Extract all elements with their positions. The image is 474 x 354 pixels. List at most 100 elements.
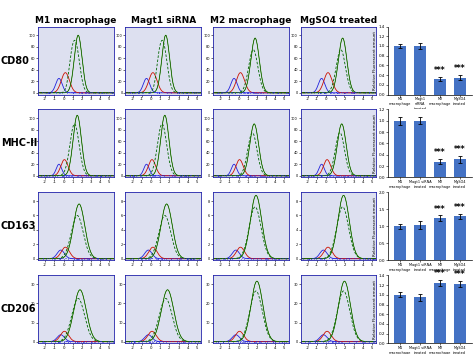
Point [219,339,227,344]
Point [278,339,286,345]
Point [154,90,161,95]
Point [132,89,139,95]
Point [95,90,102,96]
Point [129,338,137,344]
Point [252,338,260,344]
Point [43,173,50,179]
Point [172,173,180,178]
Bar [414,121,426,177]
Point [137,172,145,178]
Point [237,256,245,262]
Point [311,339,319,344]
Point [194,89,202,95]
Point [230,255,237,261]
Point [180,255,188,261]
Point [47,339,55,344]
Point [42,90,50,96]
Point [152,256,160,261]
Point [356,338,364,344]
Point [356,256,364,261]
Point [146,339,154,345]
Point [248,90,255,95]
Point [283,90,290,95]
Point [187,172,194,178]
Point [266,255,274,261]
Point [81,172,89,178]
Point [246,173,254,179]
Point [180,339,188,344]
Point [248,89,256,95]
Point [313,339,320,344]
Point [316,90,324,96]
Point [356,90,364,95]
Point [268,89,275,95]
Point [145,339,153,344]
Point [300,172,308,178]
Point [367,256,374,262]
Point [317,256,324,261]
Point [332,89,339,95]
Point [305,338,313,343]
Point [107,338,115,343]
Point [361,339,369,345]
Point [255,172,263,177]
Point [84,256,92,262]
Point [139,256,146,262]
Point [137,255,144,261]
Point [238,89,246,95]
Point [249,256,257,262]
Point [146,172,153,178]
Point [217,90,224,96]
Point [90,255,97,261]
Point [330,256,338,261]
Point [231,90,239,96]
Point [146,256,153,262]
Point [136,172,144,178]
Point [179,91,187,96]
Point [109,90,116,96]
Point [221,89,229,95]
Point [222,89,229,95]
Point [235,256,242,261]
Point [174,89,182,95]
Point [63,338,71,344]
Point [234,339,241,345]
Point [189,89,196,95]
Point [333,173,340,179]
Point [82,255,90,261]
Point [182,255,190,261]
Point [245,338,253,344]
Point [83,256,91,262]
Point [249,90,256,96]
Point [318,173,325,178]
Point [74,339,82,345]
Point [310,173,317,178]
Point [130,338,137,343]
Point [191,172,198,178]
Point [183,256,191,262]
Point [261,256,269,261]
Point [168,172,176,178]
Point [320,256,328,262]
Point [150,90,157,95]
Point [97,256,104,262]
Point [84,173,92,178]
Point [255,90,262,96]
Point [83,338,91,344]
Point [333,255,340,261]
Point [270,90,278,95]
Point [361,172,369,178]
Point [353,89,360,95]
Point [99,339,106,345]
Point [109,338,117,344]
Point [183,256,191,262]
Point [304,256,312,261]
Point [328,255,336,261]
Point [321,338,328,344]
Point [139,90,147,96]
Point [60,90,67,95]
Point [144,255,152,261]
Point [239,339,247,345]
Point [272,339,279,345]
Point [333,91,340,96]
